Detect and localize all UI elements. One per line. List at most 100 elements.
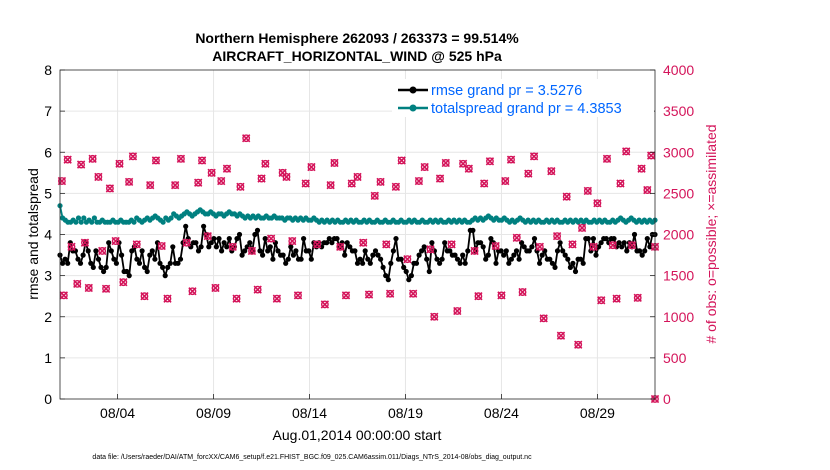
obs-possible-marker <box>248 247 256 255</box>
rmse-point <box>334 236 340 242</box>
rmse-point <box>503 248 509 254</box>
obs-assimilated-marker <box>266 234 276 243</box>
obs-assimilated-marker <box>529 152 539 161</box>
y-tick-label-right: 1500 <box>663 268 694 284</box>
rmse-point <box>239 252 245 258</box>
obs-assimilated-marker <box>182 238 191 247</box>
rmse-point <box>257 248 263 254</box>
rmse-point <box>270 256 276 262</box>
obs-possible-marker <box>530 152 538 161</box>
obs-assimilated-marker <box>430 312 439 321</box>
rmse-point <box>585 236 591 242</box>
obs-assimilated-marker <box>170 180 180 190</box>
obs-count-point <box>203 231 212 241</box>
rmse-point <box>65 260 71 266</box>
obs-possible-marker <box>84 284 93 292</box>
obs-assimilated-marker <box>88 154 97 163</box>
obs-count-point <box>547 167 556 176</box>
rmse-point <box>383 273 389 279</box>
x-tick-label: 08/24 <box>484 405 519 421</box>
obs-possible-marker <box>486 157 494 166</box>
obs-count-point <box>80 238 90 247</box>
rmse-point <box>462 260 468 266</box>
obs-possible-marker <box>441 159 450 167</box>
obs-count-point <box>111 236 120 246</box>
obs-assimilated-marker <box>518 287 527 297</box>
obs-assimilated-marker <box>157 241 166 251</box>
obs-possible-marker <box>98 247 107 255</box>
obs-assimilated-marker <box>385 289 395 298</box>
obs-assimilated-marker <box>382 240 391 249</box>
obs-possible-marker <box>353 173 362 181</box>
y-tick-label-left: 2 <box>44 309 52 325</box>
obs-assimilated-marker <box>176 154 186 163</box>
obs-count-point <box>633 293 642 302</box>
y-axis-label-right: # of obs: o=possible; ×=assimilated <box>703 124 719 343</box>
obs-possible-marker <box>313 240 322 249</box>
totalspread-point <box>89 219 95 225</box>
rmse-point <box>624 248 630 254</box>
obs-possible-marker <box>470 247 479 255</box>
y-tick-label-left: 7 <box>44 103 52 119</box>
obs-count-point <box>583 186 592 196</box>
obs-assimilated-marker <box>188 287 197 296</box>
obs-assimilated-marker <box>435 174 445 183</box>
rmse-point <box>406 277 412 283</box>
rmse-point <box>362 248 368 254</box>
rmse-point <box>147 252 153 258</box>
obs-possible-marker <box>553 232 562 241</box>
obs-possible-marker <box>81 238 89 247</box>
obs-possible-marker <box>282 173 291 181</box>
rmse-point <box>306 248 312 254</box>
obs-possible-marker <box>512 233 521 242</box>
obs-assimilated-marker <box>247 246 257 256</box>
legend-rmse-marker <box>409 86 417 94</box>
obs-assimilated-marker <box>242 134 251 143</box>
obs-possible-marker <box>140 292 149 301</box>
obs-assimilated-marker <box>574 340 583 349</box>
obs-assimilated-marker <box>397 156 406 165</box>
obs-assimilated-marker <box>59 291 69 300</box>
rmse-point <box>193 240 199 246</box>
obs-count-point <box>84 283 93 293</box>
obs-assimilated-marker <box>577 223 587 233</box>
obs-possible-marker <box>330 159 339 167</box>
x-tick-label: 08/29 <box>580 405 615 421</box>
obs-count-point <box>320 300 330 309</box>
rmse-point <box>275 248 281 254</box>
obs-count-point <box>194 178 203 187</box>
rmse-point <box>567 264 574 270</box>
obs-assimilated-marker <box>307 162 316 172</box>
obs-count-point <box>232 294 241 303</box>
obs-count-point <box>257 174 266 183</box>
obs-count-point <box>247 246 257 256</box>
rmse-point <box>401 264 407 270</box>
axes: 0 1 2 3 4 5 6 7 8 0 500 1000 1500 2000 2500 3000 3500 400… <box>44 62 694 421</box>
rmse-point <box>177 256 184 262</box>
obs-possible-marker <box>562 192 571 201</box>
obs-possible-marker <box>535 242 544 251</box>
obs-possible-marker <box>415 177 423 185</box>
obs-possible-marker <box>397 156 406 165</box>
obs-possible-marker <box>288 237 297 245</box>
obs-possible-marker <box>347 179 356 188</box>
obs-count-point <box>293 291 303 300</box>
rmse-point <box>511 252 517 258</box>
rmse-point <box>119 252 125 258</box>
rmse-point <box>236 231 243 238</box>
rmse-point <box>62 256 68 262</box>
rmse-point <box>283 260 289 266</box>
obs-assimilated-marker <box>589 242 598 252</box>
obs-count-point <box>556 331 566 340</box>
data-file-footer: data file: /Users/raeder/DAI/ATM_forcXX/… <box>92 454 532 461</box>
rmse-point <box>565 256 571 262</box>
totalspread-point <box>78 219 84 225</box>
obs-count-point <box>637 164 646 173</box>
rmse-point <box>93 248 99 254</box>
obs-possible-marker <box>257 174 266 183</box>
obs-count-point <box>464 164 473 173</box>
obs-possible-marker <box>491 242 500 250</box>
obs-count-point <box>228 242 237 252</box>
obs-assimilated-marker <box>217 176 226 186</box>
